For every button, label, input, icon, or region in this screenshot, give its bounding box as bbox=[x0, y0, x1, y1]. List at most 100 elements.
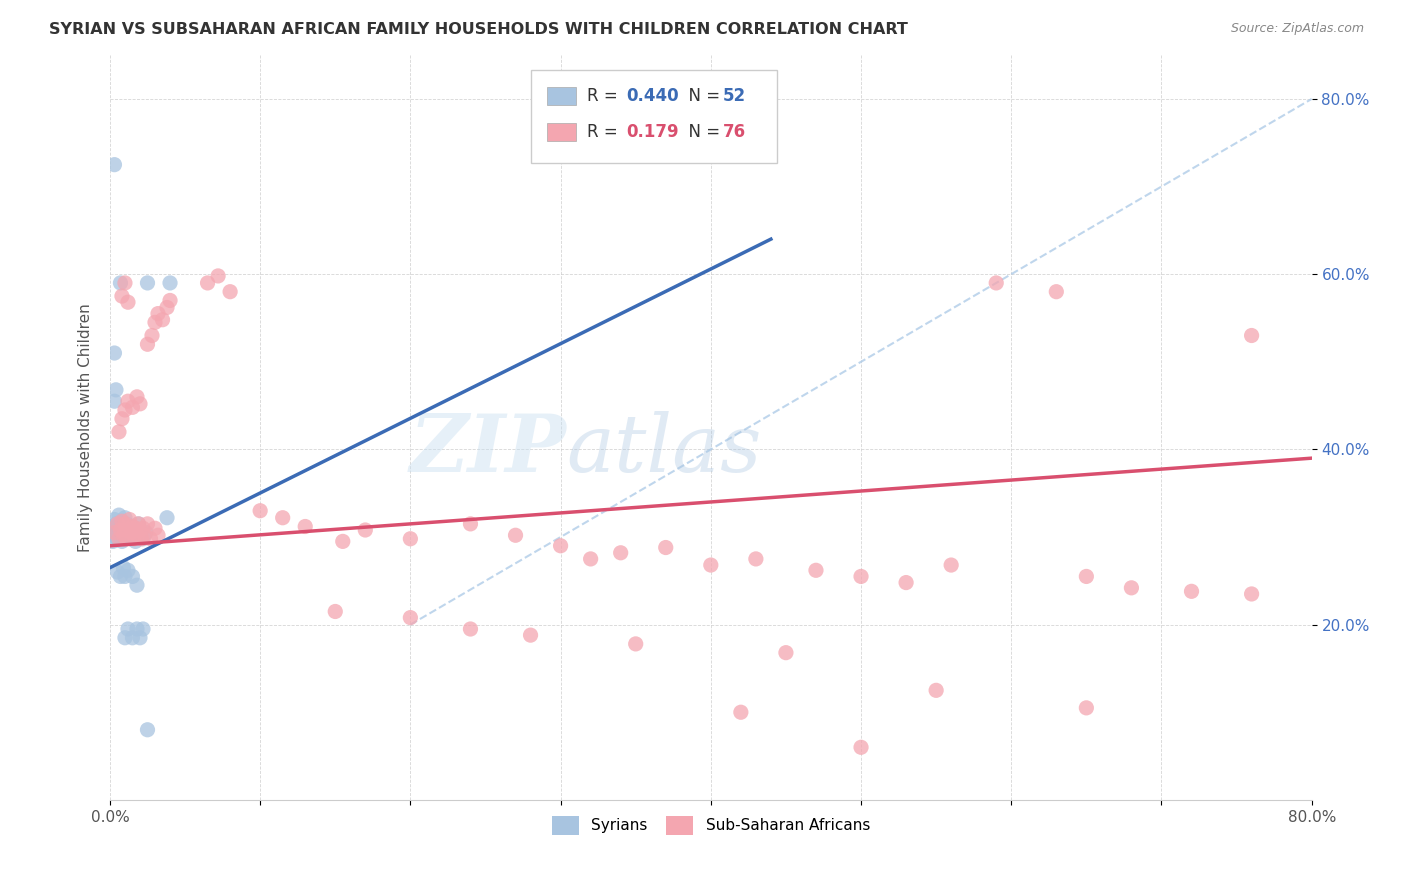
Point bbox=[111, 534, 134, 549]
Point bbox=[114, 276, 136, 290]
Point bbox=[103, 523, 125, 537]
FancyBboxPatch shape bbox=[530, 70, 778, 163]
Text: ZIP: ZIP bbox=[409, 411, 567, 489]
Text: 52: 52 bbox=[723, 87, 747, 105]
Point bbox=[107, 565, 129, 579]
Point bbox=[1240, 328, 1263, 343]
Point bbox=[127, 516, 149, 531]
Point bbox=[122, 528, 145, 542]
Point bbox=[121, 569, 143, 583]
Point bbox=[101, 534, 124, 549]
Text: R =: R = bbox=[588, 87, 623, 105]
Text: 0.179: 0.179 bbox=[627, 123, 679, 141]
Point bbox=[104, 383, 127, 397]
Point bbox=[120, 532, 142, 546]
Point bbox=[1045, 285, 1067, 299]
Point bbox=[146, 307, 169, 321]
Point bbox=[152, 312, 174, 326]
Point bbox=[197, 276, 219, 290]
Point bbox=[460, 622, 482, 636]
Point bbox=[132, 521, 155, 535]
Point bbox=[117, 563, 139, 577]
FancyBboxPatch shape bbox=[547, 87, 576, 105]
Point bbox=[894, 575, 917, 590]
Point bbox=[111, 514, 134, 528]
Point bbox=[775, 646, 797, 660]
Point bbox=[112, 560, 135, 574]
Point bbox=[121, 401, 143, 415]
Point bbox=[103, 525, 125, 540]
Point bbox=[111, 289, 134, 303]
Point bbox=[103, 158, 125, 172]
Point bbox=[103, 512, 125, 526]
Point bbox=[114, 510, 136, 524]
Point bbox=[118, 512, 141, 526]
Point bbox=[108, 425, 131, 439]
Point bbox=[745, 552, 768, 566]
Point bbox=[127, 516, 149, 531]
Point bbox=[117, 523, 139, 537]
Point bbox=[323, 605, 346, 619]
Point bbox=[609, 546, 631, 560]
Point bbox=[271, 510, 294, 524]
Point bbox=[146, 528, 169, 542]
Point bbox=[118, 525, 141, 540]
Point bbox=[114, 569, 136, 583]
Point bbox=[1076, 569, 1098, 583]
Point bbox=[107, 516, 129, 531]
Point bbox=[159, 276, 181, 290]
Point bbox=[460, 516, 482, 531]
Point bbox=[110, 516, 132, 531]
Point bbox=[141, 328, 163, 343]
Point bbox=[519, 628, 541, 642]
Point bbox=[124, 521, 146, 535]
Point bbox=[114, 516, 136, 531]
Text: 0.440: 0.440 bbox=[627, 87, 679, 105]
Point bbox=[112, 521, 135, 535]
Point bbox=[122, 532, 145, 546]
Point bbox=[129, 528, 152, 542]
Point bbox=[114, 532, 136, 546]
Point bbox=[730, 705, 752, 719]
Point bbox=[125, 528, 148, 542]
Point bbox=[1240, 587, 1263, 601]
Text: N =: N = bbox=[678, 87, 725, 105]
Point bbox=[115, 532, 138, 546]
Point bbox=[110, 276, 132, 290]
Point bbox=[117, 394, 139, 409]
Point bbox=[143, 315, 166, 329]
Point bbox=[1180, 584, 1202, 599]
Point bbox=[700, 558, 723, 572]
Point bbox=[101, 521, 124, 535]
Point bbox=[131, 532, 153, 546]
Point bbox=[134, 528, 156, 542]
FancyBboxPatch shape bbox=[547, 123, 576, 141]
Point bbox=[505, 528, 527, 542]
Point bbox=[100, 525, 122, 540]
Point bbox=[129, 523, 152, 537]
Point bbox=[354, 523, 377, 537]
Point bbox=[111, 514, 134, 528]
Point bbox=[117, 295, 139, 310]
Point bbox=[108, 508, 131, 522]
Point bbox=[125, 390, 148, 404]
Point bbox=[104, 516, 127, 531]
Point bbox=[925, 683, 948, 698]
Point bbox=[124, 534, 146, 549]
Point bbox=[294, 519, 316, 533]
Y-axis label: Family Households with Children: Family Households with Children bbox=[79, 303, 93, 552]
Point bbox=[114, 403, 136, 417]
Point bbox=[117, 523, 139, 537]
Point bbox=[1121, 581, 1143, 595]
Point bbox=[125, 622, 148, 636]
Point bbox=[139, 532, 162, 546]
Point bbox=[111, 411, 134, 425]
Point bbox=[143, 521, 166, 535]
Point bbox=[120, 525, 142, 540]
Point bbox=[849, 740, 872, 755]
Point bbox=[136, 723, 159, 737]
Point bbox=[129, 631, 152, 645]
Point bbox=[399, 610, 422, 624]
Point bbox=[986, 276, 1008, 290]
Point bbox=[207, 268, 229, 283]
